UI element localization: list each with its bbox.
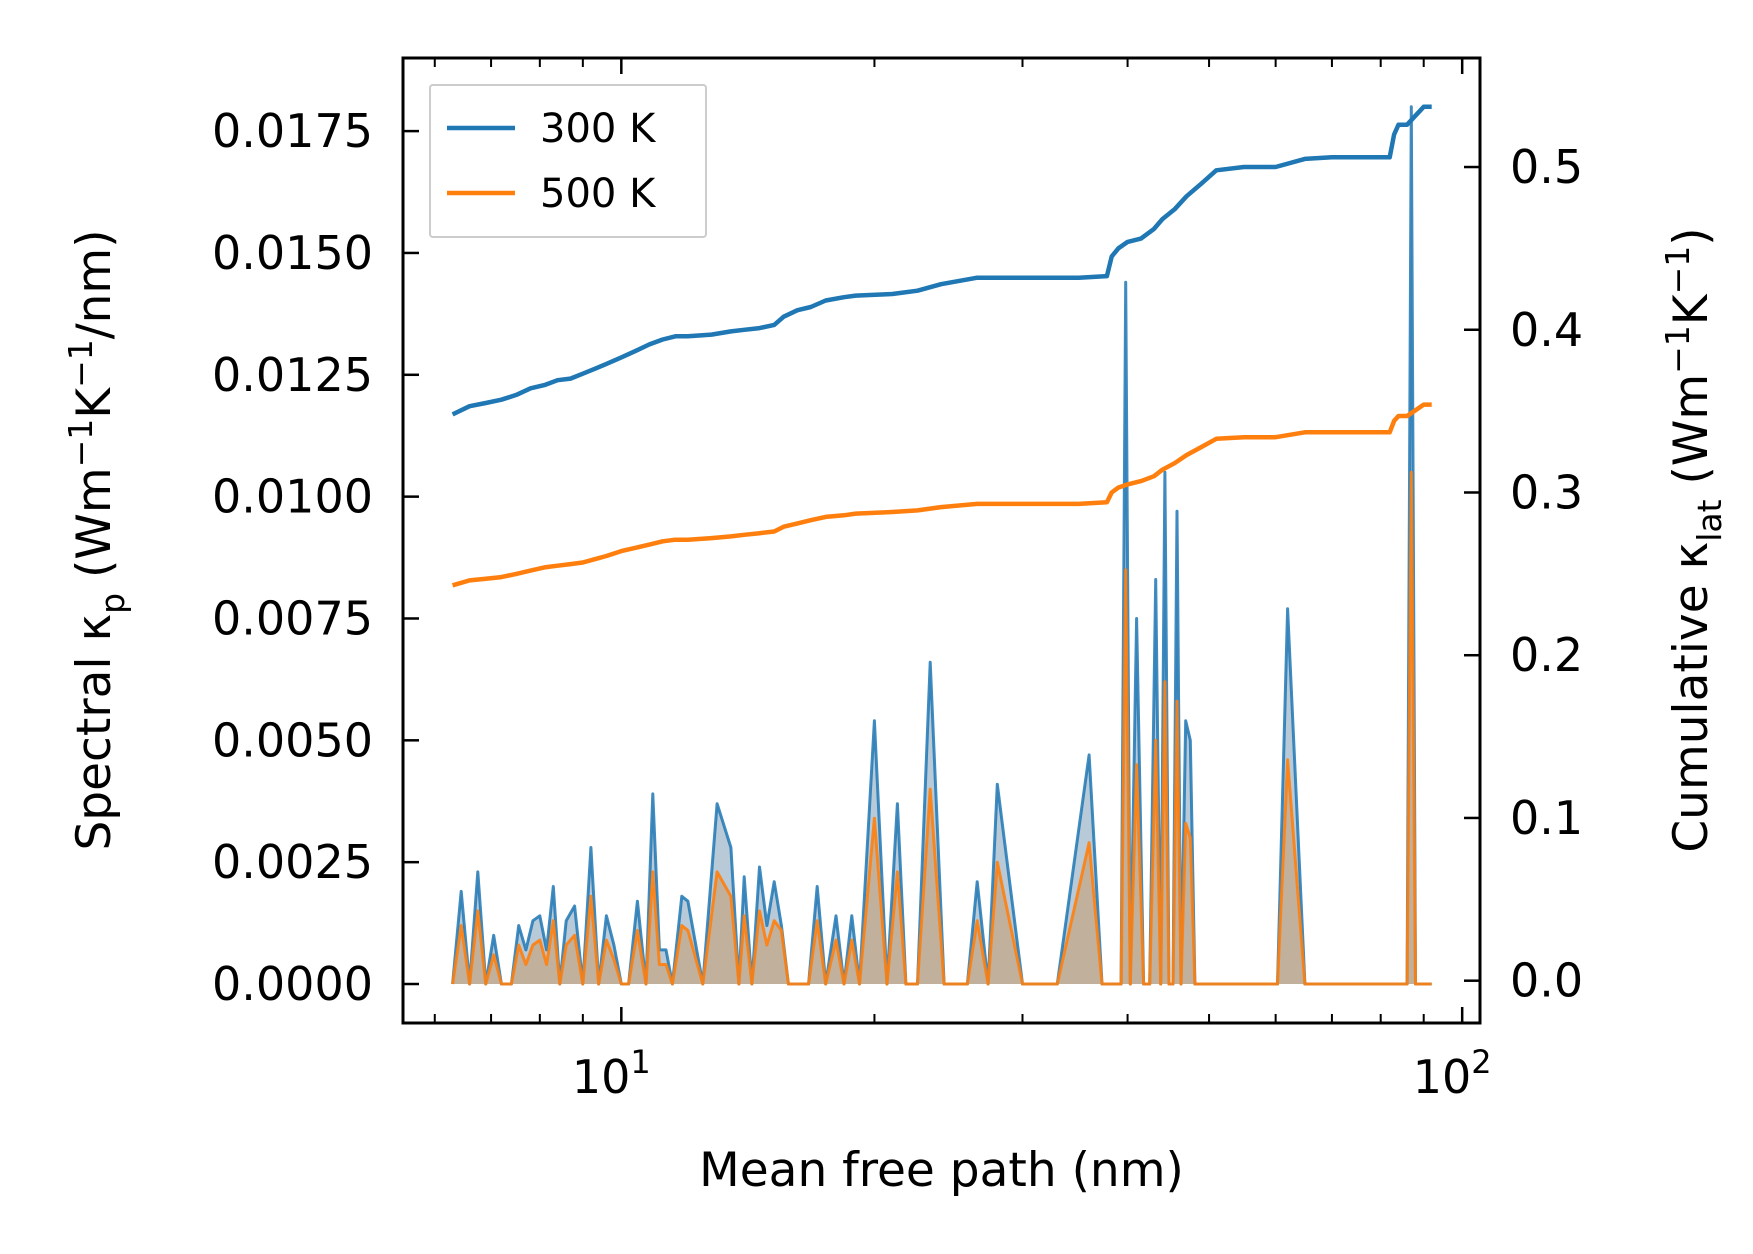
y-left-title-sub: p	[93, 593, 132, 614]
x-tick-label-base: 10	[1413, 1050, 1472, 1104]
y-right-tick-label: 0.4	[1510, 303, 1583, 357]
y-left-title-unit3: /nm)	[67, 229, 122, 339]
x-axis-title: Mean free path (nm)	[699, 1143, 1184, 1198]
x-tick-label: 101	[572, 1043, 651, 1104]
y-left-tick-label: 0.0025	[212, 835, 373, 889]
x-tick-label-base: 10	[572, 1050, 631, 1104]
spectral-fill-layer	[451, 105, 1432, 986]
y-right-title-unit3: )	[1664, 227, 1719, 245]
y-left-tick-label: 0.0050	[212, 713, 373, 767]
y-right-title-unit2: K	[1664, 293, 1719, 325]
y-left-tick-label: 0.0000	[212, 957, 373, 1011]
y-left-title-main: Spectral κ	[67, 614, 122, 851]
y-axis-title-left: Spectral κp (Wm−1K−1/nm)	[61, 229, 132, 850]
y-right-tick-label: 0.0	[1510, 954, 1583, 1008]
tick-label-layer: 101 1020.00000.00250.00500.00750.01000.01…	[212, 104, 1583, 1104]
y-right-title-sub: lat	[1690, 499, 1729, 541]
y-left-tick-label: 0.0100	[212, 470, 373, 524]
y-left-tick-label: 0.0150	[212, 226, 373, 280]
y-left-tick-label: 0.0125	[212, 348, 373, 402]
spectral-area-300k	[452, 106, 1432, 984]
y-left-title-sup2: −1	[61, 339, 100, 388]
y-left-title-sup1: −1	[61, 419, 100, 468]
x-tick-label-exponent: 2	[1471, 1043, 1491, 1081]
legend-box	[429, 84, 707, 238]
spectral-area-500k	[452, 472, 1432, 984]
y-right-tick-label: 0.5	[1510, 140, 1583, 194]
y-right-title-sup1: −1	[1658, 325, 1697, 374]
x-tick-label-exponent: 1	[630, 1043, 650, 1081]
cumulative-line-300k	[451, 104, 1432, 417]
y-axis-title-right: Cumulative κlat (Wm−1K−1)	[1658, 227, 1729, 852]
tick-layer	[403, 58, 1480, 1023]
y-right-tick-label: 0.1	[1510, 791, 1583, 845]
y-right-tick-label: 0.2	[1510, 628, 1583, 682]
y-left-tick-label: 0.0175	[212, 104, 373, 158]
y-right-title-main: Cumulative κ	[1664, 542, 1719, 853]
y-left-title-unit: (Wm	[67, 467, 122, 593]
y-left-title-unit2: K	[67, 387, 122, 419]
y-left-tick-label: 0.0075	[212, 591, 373, 645]
legend-label-300k: 300 K	[540, 106, 657, 152]
cumulative-line-500k	[451, 402, 1432, 588]
y-right-tick-label: 0.3	[1510, 465, 1583, 519]
y-right-title-sup2: −1	[1658, 246, 1697, 295]
plot-frame	[401, 56, 1482, 1025]
y-right-title-unit: (Wm	[1664, 374, 1719, 500]
x-tick-label: 102	[1413, 1043, 1492, 1104]
series-line-layer	[451, 104, 1432, 588]
legend-label-500k: 500 K	[540, 171, 657, 217]
spectral-line-500k	[451, 470, 1432, 986]
legend: 300 K 500 K	[429, 84, 707, 238]
